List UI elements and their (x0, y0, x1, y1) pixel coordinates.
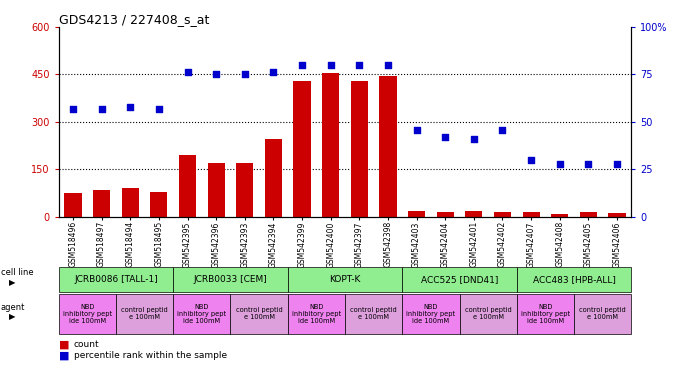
Bar (150, 192, 168, 217)
Text: ▶: ▶ (9, 278, 16, 287)
Text: JCRB0086 [TALL-1]: JCRB0086 [TALL-1] (74, 275, 158, 284)
Point (554, 161, 565, 167)
Bar (121, 189, 139, 217)
Bar (64, 193, 81, 217)
Bar (580, 212, 597, 217)
Bar (322, 73, 339, 217)
Point (497, 126, 508, 132)
Text: NBD
inhibitory pept
ide 100mM: NBD inhibitory pept ide 100mM (292, 304, 341, 324)
Text: GDS4213 / 227408_s_at: GDS4213 / 227408_s_at (59, 13, 209, 26)
Text: percentile rank within the sample: percentile rank within the sample (74, 351, 227, 360)
Bar (293, 81, 310, 217)
Point (526, 157, 537, 163)
Bar (517, 294, 574, 334)
Bar (230, 294, 288, 334)
Point (411, 126, 422, 132)
Point (354, 62, 365, 68)
Bar (179, 155, 196, 217)
Point (125, 104, 136, 110)
Bar (460, 294, 517, 334)
Bar (402, 267, 517, 292)
Bar (522, 212, 540, 217)
Point (182, 70, 193, 76)
Bar (380, 76, 397, 217)
Bar (59, 267, 173, 292)
Text: ▶: ▶ (9, 313, 16, 321)
Bar (173, 267, 288, 292)
Bar (494, 212, 511, 217)
Bar (551, 214, 569, 217)
Point (153, 106, 164, 112)
Text: control peptid
e 100mM: control peptid e 100mM (236, 308, 282, 320)
Point (96, 106, 107, 112)
Point (297, 62, 308, 68)
Text: NBD
inhibitory pept
ide 100mM: NBD inhibitory pept ide 100mM (406, 304, 455, 324)
Bar (437, 212, 454, 217)
Point (325, 62, 336, 68)
Bar (574, 294, 631, 334)
Bar (351, 81, 368, 217)
Text: control peptid
e 100mM: control peptid e 100mM (465, 308, 511, 320)
Text: agent: agent (1, 303, 25, 311)
Text: control peptid
e 100mM: control peptid e 100mM (580, 308, 626, 320)
Bar (408, 211, 425, 217)
Point (268, 70, 279, 76)
Text: NBD
inhibitory pept
ide 100mM: NBD inhibitory pept ide 100mM (521, 304, 570, 324)
Bar (236, 163, 253, 217)
Text: count: count (74, 340, 99, 349)
Point (210, 71, 221, 78)
Point (440, 134, 451, 140)
Bar (173, 294, 230, 334)
Bar (402, 294, 460, 334)
Point (611, 161, 622, 167)
Point (583, 161, 594, 167)
Text: ACC525 [DND41]: ACC525 [DND41] (421, 275, 498, 284)
Text: ■: ■ (59, 350, 69, 360)
Bar (345, 294, 402, 334)
Text: NBD
inhibitory pept
ide 100mM: NBD inhibitory pept ide 100mM (177, 304, 226, 324)
Point (382, 62, 393, 68)
Point (68, 106, 79, 112)
Point (239, 71, 250, 78)
Bar (465, 211, 482, 217)
Text: NBD
inhibitory pept
ide 100mM: NBD inhibitory pept ide 100mM (63, 304, 112, 324)
Text: cell line: cell line (1, 268, 33, 277)
Text: ■: ■ (59, 339, 69, 349)
Point (469, 136, 480, 142)
Bar (93, 190, 110, 217)
Text: control peptid
e 100mM: control peptid e 100mM (351, 308, 397, 320)
Bar (517, 267, 631, 292)
Bar (609, 213, 626, 217)
Bar (288, 267, 402, 292)
Bar (288, 294, 345, 334)
Text: JCRB0033 [CEM]: JCRB0033 [CEM] (194, 275, 267, 284)
Bar (116, 294, 173, 334)
Text: KOPT-K: KOPT-K (329, 275, 361, 284)
Text: control peptid
e 100mM: control peptid e 100mM (121, 308, 168, 320)
Bar (208, 163, 225, 217)
Bar (265, 139, 282, 217)
Text: ACC483 [HPB-ALL]: ACC483 [HPB-ALL] (533, 275, 615, 284)
Bar (59, 294, 116, 334)
